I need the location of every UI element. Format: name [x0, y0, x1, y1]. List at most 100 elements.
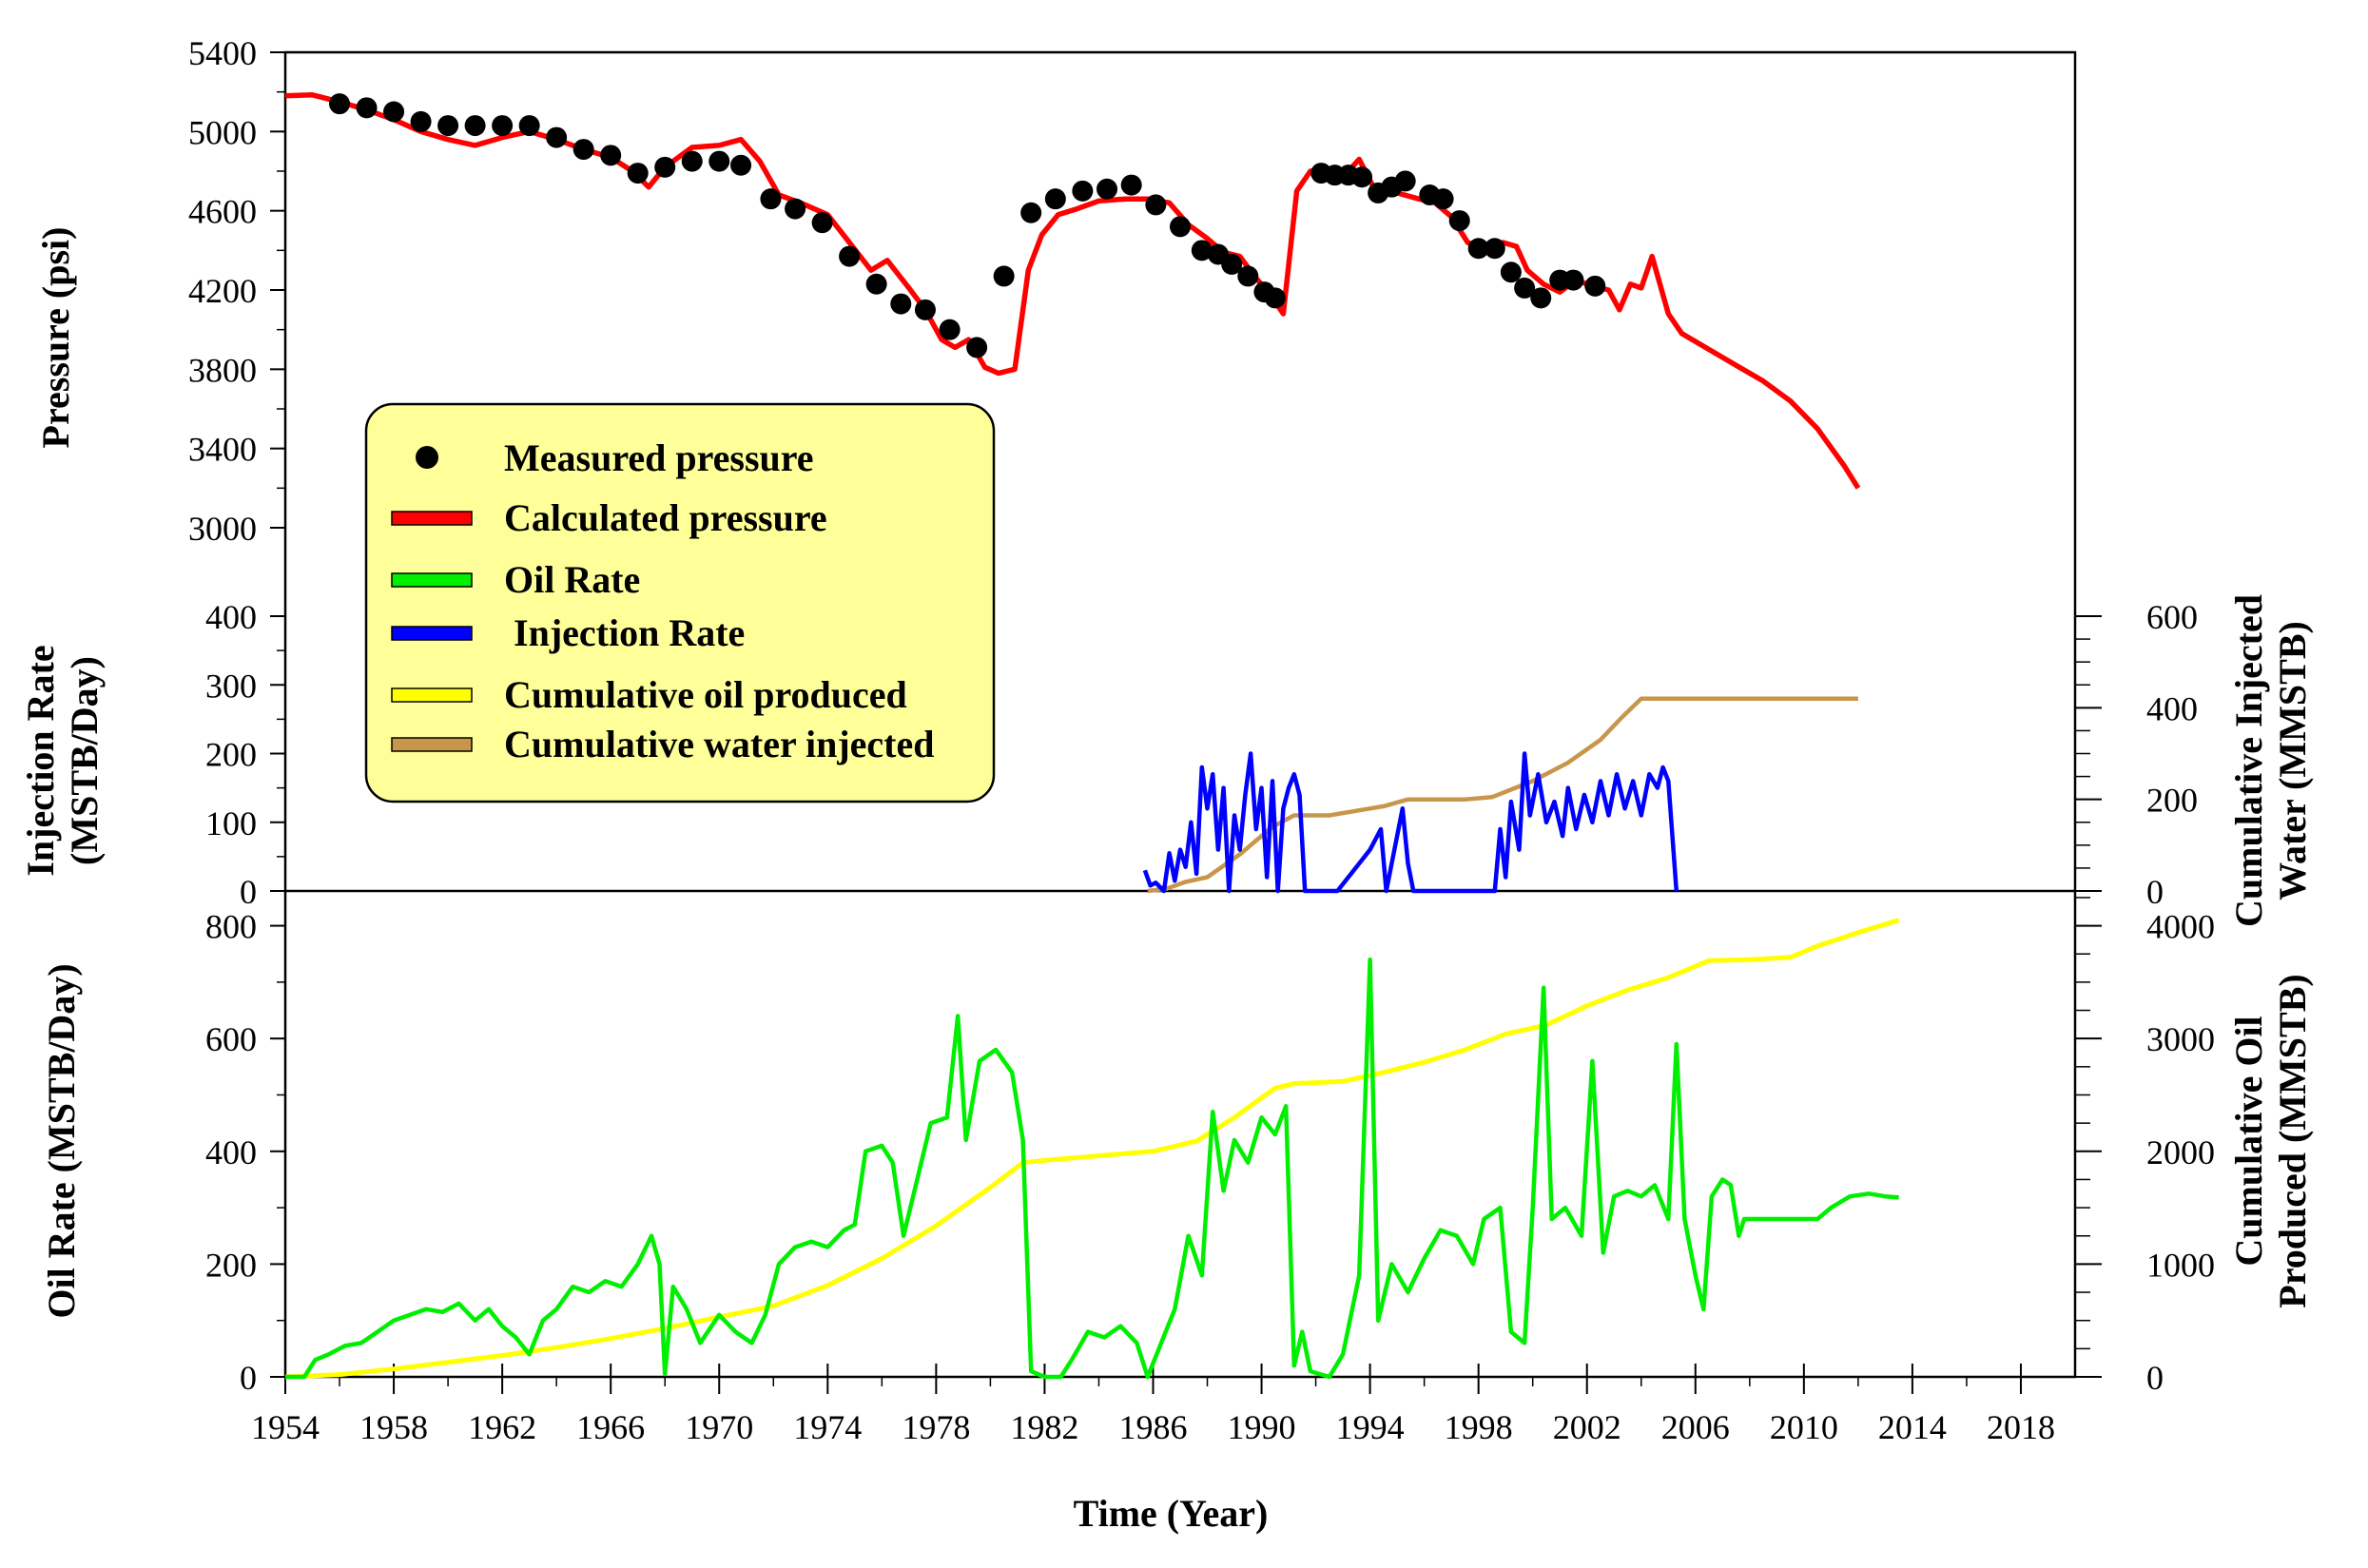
- oil-axis-title-line-0: Oil Rate (MSTB/Day): [40, 963, 83, 1318]
- pressure-y-tick-label-3800: 3800: [188, 351, 257, 389]
- legend-swatch-4: [391, 687, 473, 703]
- measured-pressure-point-12: [654, 156, 676, 178]
- measured-pressure-point-33: [1191, 240, 1213, 261]
- cum-water-y-tick-label-600: 600: [2146, 598, 2198, 636]
- legend: Measured pressure Calculated pressure Oil …: [364, 402, 996, 803]
- measured-pressure-point-2: [383, 101, 405, 123]
- injection-axis-title-line-1: (MSTB/Day): [63, 656, 106, 865]
- pressure-axis-title-line-0: Pressure (psi): [34, 227, 77, 449]
- measured-pressure-point-10: [600, 145, 622, 166]
- x-tick-label-2010: 2010: [1770, 1408, 1838, 1446]
- injection-y-tick-label-100: 100: [205, 804, 257, 842]
- x-tick-label-1962: 1962: [468, 1408, 536, 1446]
- x-tick-label-1954: 1954: [251, 1408, 320, 1446]
- measured-pressure-point-9: [573, 139, 594, 161]
- measured-pressure-point-53: [1530, 287, 1552, 309]
- cum-water-axis-title: Cumulative InjectedWater (MMSTB): [2227, 594, 2314, 927]
- x-tick-label-1958: 1958: [359, 1408, 428, 1446]
- cum-oil-y-tick-label-1000: 1000: [2146, 1246, 2215, 1284]
- legend-swatch-2: [391, 572, 473, 588]
- measured-pressure-point-25: [993, 265, 1015, 287]
- measured-pressure-point-29: [1097, 178, 1118, 200]
- legend-swatch-5: [391, 737, 473, 752]
- pressure-y-tick-label-3000: 3000: [188, 510, 257, 548]
- measured-pressure-point-52: [1514, 277, 1536, 299]
- injection-y-tick-label-300: 300: [205, 667, 257, 705]
- measured-pressure-point-15: [730, 154, 752, 176]
- pressure-axis-title: Pressure (psi): [34, 227, 77, 449]
- measured-pressure-point-50: [1484, 238, 1505, 260]
- measured-pressure-point-26: [1020, 202, 1042, 223]
- legend-label-1: Calculated pressure: [504, 496, 827, 539]
- legend-label-0: Measured pressure: [504, 436, 814, 479]
- legend-swatch-1: [391, 511, 473, 526]
- data-series: [284, 92, 1900, 1380]
- injection-rate-line: [1142, 751, 1679, 894]
- plot-frames: [283, 50, 2077, 1379]
- measured-pressure-point-20: [865, 273, 887, 295]
- measured-pressure-point-45: [1394, 170, 1416, 192]
- cum-water-y-tick-label-200: 200: [2146, 782, 2198, 820]
- measured-pressure-point-19: [839, 245, 861, 267]
- measured-pressure-point-31: [1145, 194, 1167, 216]
- measured-pressure-point-36: [1237, 265, 1259, 287]
- cum-oil-y-tick-label-0: 0: [2146, 1359, 2164, 1397]
- measured-pressure-point-32: [1170, 216, 1191, 238]
- cum-oil-axis-title-line-1: Produced (MMSTB): [2271, 974, 2314, 1307]
- measured-pressure-point-13: [681, 150, 703, 172]
- measured-pressure-point-4: [437, 115, 459, 137]
- legend-swatch-0: [416, 446, 438, 469]
- injection-axis-title: Injection Rate(MSTB/Day): [19, 645, 106, 876]
- injection-axis-title-line-0: Injection Rate: [19, 645, 62, 876]
- pressure-y-tick-label-5000: 5000: [188, 113, 257, 151]
- x-tick-label-2002: 2002: [1553, 1408, 1621, 1446]
- x-tick-label-2018: 2018: [1987, 1408, 2055, 1446]
- measured-pressure-point-11: [627, 163, 649, 184]
- measured-pressure-point-56: [1584, 275, 1606, 297]
- pressure-y-tick-label-5400: 5400: [188, 34, 257, 72]
- x-tick-label-1982: 1982: [1010, 1408, 1078, 1446]
- measured-pressure-point-1: [356, 97, 378, 119]
- measured-pressure-point-51: [1500, 261, 1522, 283]
- measured-pressure-point-24: [966, 337, 988, 358]
- oil-y-tick-label-400: 400: [205, 1133, 257, 1171]
- axis-labels: 1954 1958 1962 1966 1970 1974 1978 1982 1986 1990…: [19, 34, 2314, 1535]
- x-tick-label-1998: 1998: [1445, 1408, 1513, 1446]
- cum-water-y-tick-label-400: 400: [2146, 689, 2198, 727]
- cum-water-y-tick-label-0: 0: [2146, 873, 2164, 911]
- measured-pressure-point-6: [492, 115, 514, 137]
- oil-axis-title: Oil Rate (MSTB/Day): [40, 963, 83, 1318]
- oil-y-tick-label-0: 0: [240, 1359, 257, 1397]
- legend-label-2: Oil Rate: [504, 558, 640, 601]
- plot-frame: [283, 50, 2077, 1379]
- measured-pressure-point-5: [464, 115, 486, 137]
- cum-oil-y-tick-label-3000: 3000: [2146, 1020, 2215, 1058]
- measured-pressure-point-17: [785, 198, 806, 220]
- cum-oil-axis-title: Cumulative OilProduced (MMSTB): [2227, 974, 2314, 1307]
- measured-pressure-point-47: [1432, 188, 1454, 210]
- x-tick-label-1966: 1966: [576, 1408, 645, 1446]
- measured-pressure-point-21: [890, 293, 912, 315]
- x-tick-label-1994: 1994: [1336, 1408, 1405, 1446]
- measured-pressure-point-35: [1221, 253, 1243, 275]
- oil-y-tick-label-600: 600: [205, 1020, 257, 1058]
- oil-y-tick-label-800: 800: [205, 908, 257, 946]
- cum-oil-y-tick-label-2000: 2000: [2146, 1133, 2215, 1171]
- injection-y-tick-label-0: 0: [240, 873, 257, 911]
- oil-y-tick-label-200: 200: [205, 1246, 257, 1284]
- x-tick-label-1978: 1978: [902, 1408, 970, 1446]
- axis-ticks: [270, 51, 2102, 1394]
- pressure-y-tick-label-3400: 3400: [188, 431, 257, 469]
- cum-water-line: [1147, 696, 1858, 894]
- measured-pressure-point-38: [1264, 287, 1286, 309]
- measured-pressure-point-22: [914, 299, 936, 320]
- cum-water-axis-title-line-1: Water (MMSTB): [2271, 621, 2314, 900]
- cum-water-axis-title-line-0: Cumulative Injected: [2227, 594, 2270, 927]
- x-tick-label-2014: 2014: [1878, 1408, 1947, 1446]
- x-tick-label-1990: 1990: [1228, 1408, 1296, 1446]
- measured-pressure-point-27: [1044, 188, 1066, 210]
- cum-oil-y-tick-label-4000: 4000: [2146, 908, 2215, 946]
- pressure-y-tick-label-4600: 4600: [188, 193, 257, 231]
- measured-pressure-point-49: [1467, 238, 1489, 260]
